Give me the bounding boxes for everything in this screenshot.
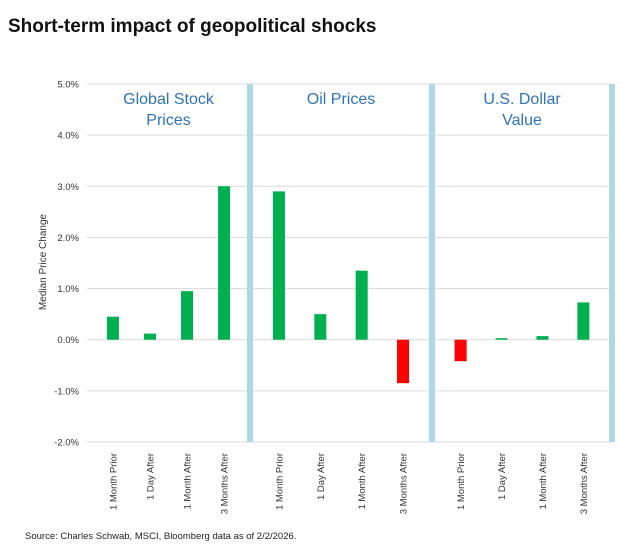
y-tick-label: 4.0% [57, 131, 79, 142]
bar [454, 339, 467, 362]
category-label: 1 Day After [316, 453, 327, 500]
grid-lines [87, 83, 612, 443]
bar [106, 316, 119, 340]
panel-dividers [247, 84, 615, 442]
bar [314, 314, 327, 340]
bar [218, 186, 231, 340]
bar [272, 191, 285, 340]
panel-divider [247, 84, 253, 442]
chart-title: Short-term impact of geopolitical shocks [8, 16, 377, 37]
category-label: 1 Month Prior [108, 453, 119, 510]
y-tick-label: 2.0% [57, 233, 79, 244]
source-note: Source: Charles Schwab, MSCI, Bloomberg … [25, 531, 297, 542]
category-label: 3 Months After [579, 453, 590, 514]
y-axis-label: Median Price Change [38, 213, 49, 310]
panel-title: U.S. Dollar [483, 91, 561, 108]
panel-divider [429, 84, 435, 442]
bar [355, 270, 368, 340]
category-label: 3 Months After [399, 453, 410, 514]
category-label: 1 Day After [497, 453, 508, 500]
panel-titles: Global Stock Prices Oil Prices U.S. Dollar V… [123, 91, 561, 129]
y-tick-label: 1.0% [57, 284, 79, 295]
bar [495, 338, 508, 340]
bar [397, 339, 410, 384]
category-label: 1 Month Prior [456, 453, 467, 510]
y-tick-label: -1.0% [54, 386, 79, 397]
bar [181, 291, 194, 340]
category-label: 1 Month After [538, 453, 549, 510]
y-axis-ticks: 5.0% 4.0% 3.0% 2.0% 1.0% 0.0% -1.0% -2.0% [54, 80, 79, 449]
panel-divider [609, 84, 615, 442]
category-label: 1 Month After [183, 453, 194, 510]
bars [106, 186, 590, 384]
y-tick-label: 0.0% [57, 335, 79, 346]
panel-title: Prices [146, 112, 190, 129]
category-label: 1 Month Prior [274, 453, 285, 510]
category-label: 1 Month After [357, 453, 368, 510]
panel-title: Value [502, 112, 542, 129]
category-label: 1 Day After [145, 453, 156, 500]
category-label: 3 Months After [220, 453, 231, 514]
y-tick-label: 5.0% [57, 80, 79, 91]
bar [536, 336, 549, 340]
bar [577, 302, 590, 340]
y-tick-label: 3.0% [57, 182, 79, 193]
y-tick-label: -2.0% [54, 438, 79, 449]
panel-title: Global Stock [123, 91, 215, 108]
bar [143, 333, 156, 340]
panel-title: Oil Prices [307, 91, 375, 108]
category-labels: 1 Month Prior 1 Day After 1 Month After 3 M… [108, 453, 589, 514]
